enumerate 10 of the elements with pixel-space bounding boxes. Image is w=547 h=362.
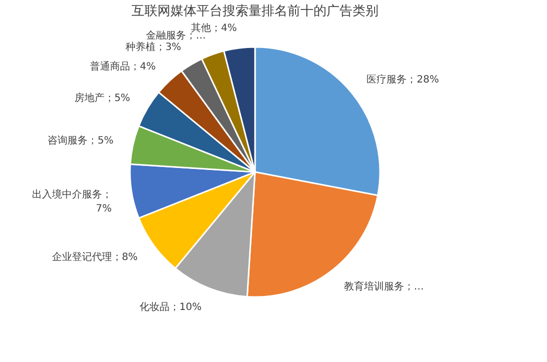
slice-label: 医疗服务；28% bbox=[366, 74, 439, 86]
slice-label: 咨询服务；5% bbox=[48, 134, 114, 146]
slice-label: 教育培训服务；… bbox=[344, 280, 424, 293]
slice-label: 化妆品；10% bbox=[139, 300, 202, 313]
slice-label: 企业登记代理；8% bbox=[52, 251, 138, 264]
slice-label: 普通商品；4% bbox=[90, 60, 156, 72]
slice-label: 种养植；3% bbox=[125, 41, 182, 54]
chart-title: 互联网媒体平台搜索量排名前十的广告类别 bbox=[132, 4, 378, 19]
slice-label: 出入境中介服务；7% bbox=[32, 188, 112, 215]
slice-label: 房地产；5% bbox=[74, 92, 130, 104]
